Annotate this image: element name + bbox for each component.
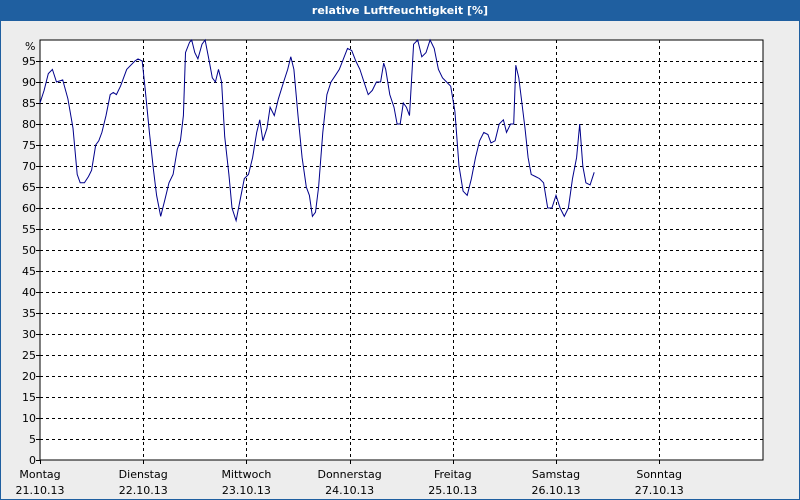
x-tick-day: Mittwoch: [221, 468, 271, 481]
x-tick-date: 23.10.13: [222, 484, 271, 497]
x-tick-date: 22.10.13: [119, 484, 168, 497]
x-tick-day: Montag: [19, 468, 60, 481]
y-tick-label: 10: [22, 412, 36, 425]
y-tick-label: 25: [22, 349, 36, 362]
y-axis-unit-label: %: [25, 40, 35, 53]
y-tick-label: 0: [29, 454, 36, 467]
y-tick-label: 5: [29, 433, 36, 446]
x-tick-date: 26.10.13: [532, 484, 581, 497]
y-tick-label: 15: [22, 391, 36, 404]
y-tick-label: 35: [22, 307, 36, 320]
x-tick-date: 25.10.13: [428, 484, 477, 497]
x-axis-tick-labels: Montag 21.10.13 Dienstag 22.10.13 Mittwoch 23…: [16, 468, 684, 497]
y-tick-label: 60: [22, 202, 36, 215]
x-tick-date: 21.10.13: [16, 484, 65, 497]
horizontal-gridlines: [36, 61, 763, 461]
humidity-line: [39, 38, 595, 223]
x-tick-day: Samstag: [532, 468, 580, 481]
vertical-gridlines: [40, 40, 660, 464]
y-tick-label: 55: [22, 223, 36, 236]
y-tick-label: 85: [22, 97, 36, 110]
x-tick-day: Sonntag: [636, 468, 682, 481]
y-tick-label: 45: [22, 265, 36, 278]
x-tick-date: 24.10.13: [325, 484, 374, 497]
y-tick-label: 80: [22, 118, 36, 131]
x-tick-day: Donnerstag: [317, 468, 381, 481]
x-tick-day: Dienstag: [119, 468, 168, 481]
y-axis-tick-labels: 0 5 10 15 20 25 30 35 40 45 50 55 60 65 70 75 80 85 90 95: [22, 55, 36, 467]
y-tick-label: 75: [22, 139, 36, 152]
y-tick-label: 95: [22, 55, 36, 68]
y-tick-label: 65: [22, 181, 36, 194]
chart-title: relative Luftfeuchtigkeit [%]: [1, 1, 799, 21]
y-tick-label: 50: [22, 244, 36, 257]
y-tick-label: 40: [22, 286, 36, 299]
x-tick-day: Freitag: [434, 468, 472, 481]
y-tick-label: 90: [22, 76, 36, 89]
x-tick-date: 27.10.13: [635, 484, 684, 497]
y-tick-label: 20: [22, 370, 36, 383]
y-tick-label: 30: [22, 328, 36, 341]
y-tick-label: 70: [22, 160, 36, 173]
